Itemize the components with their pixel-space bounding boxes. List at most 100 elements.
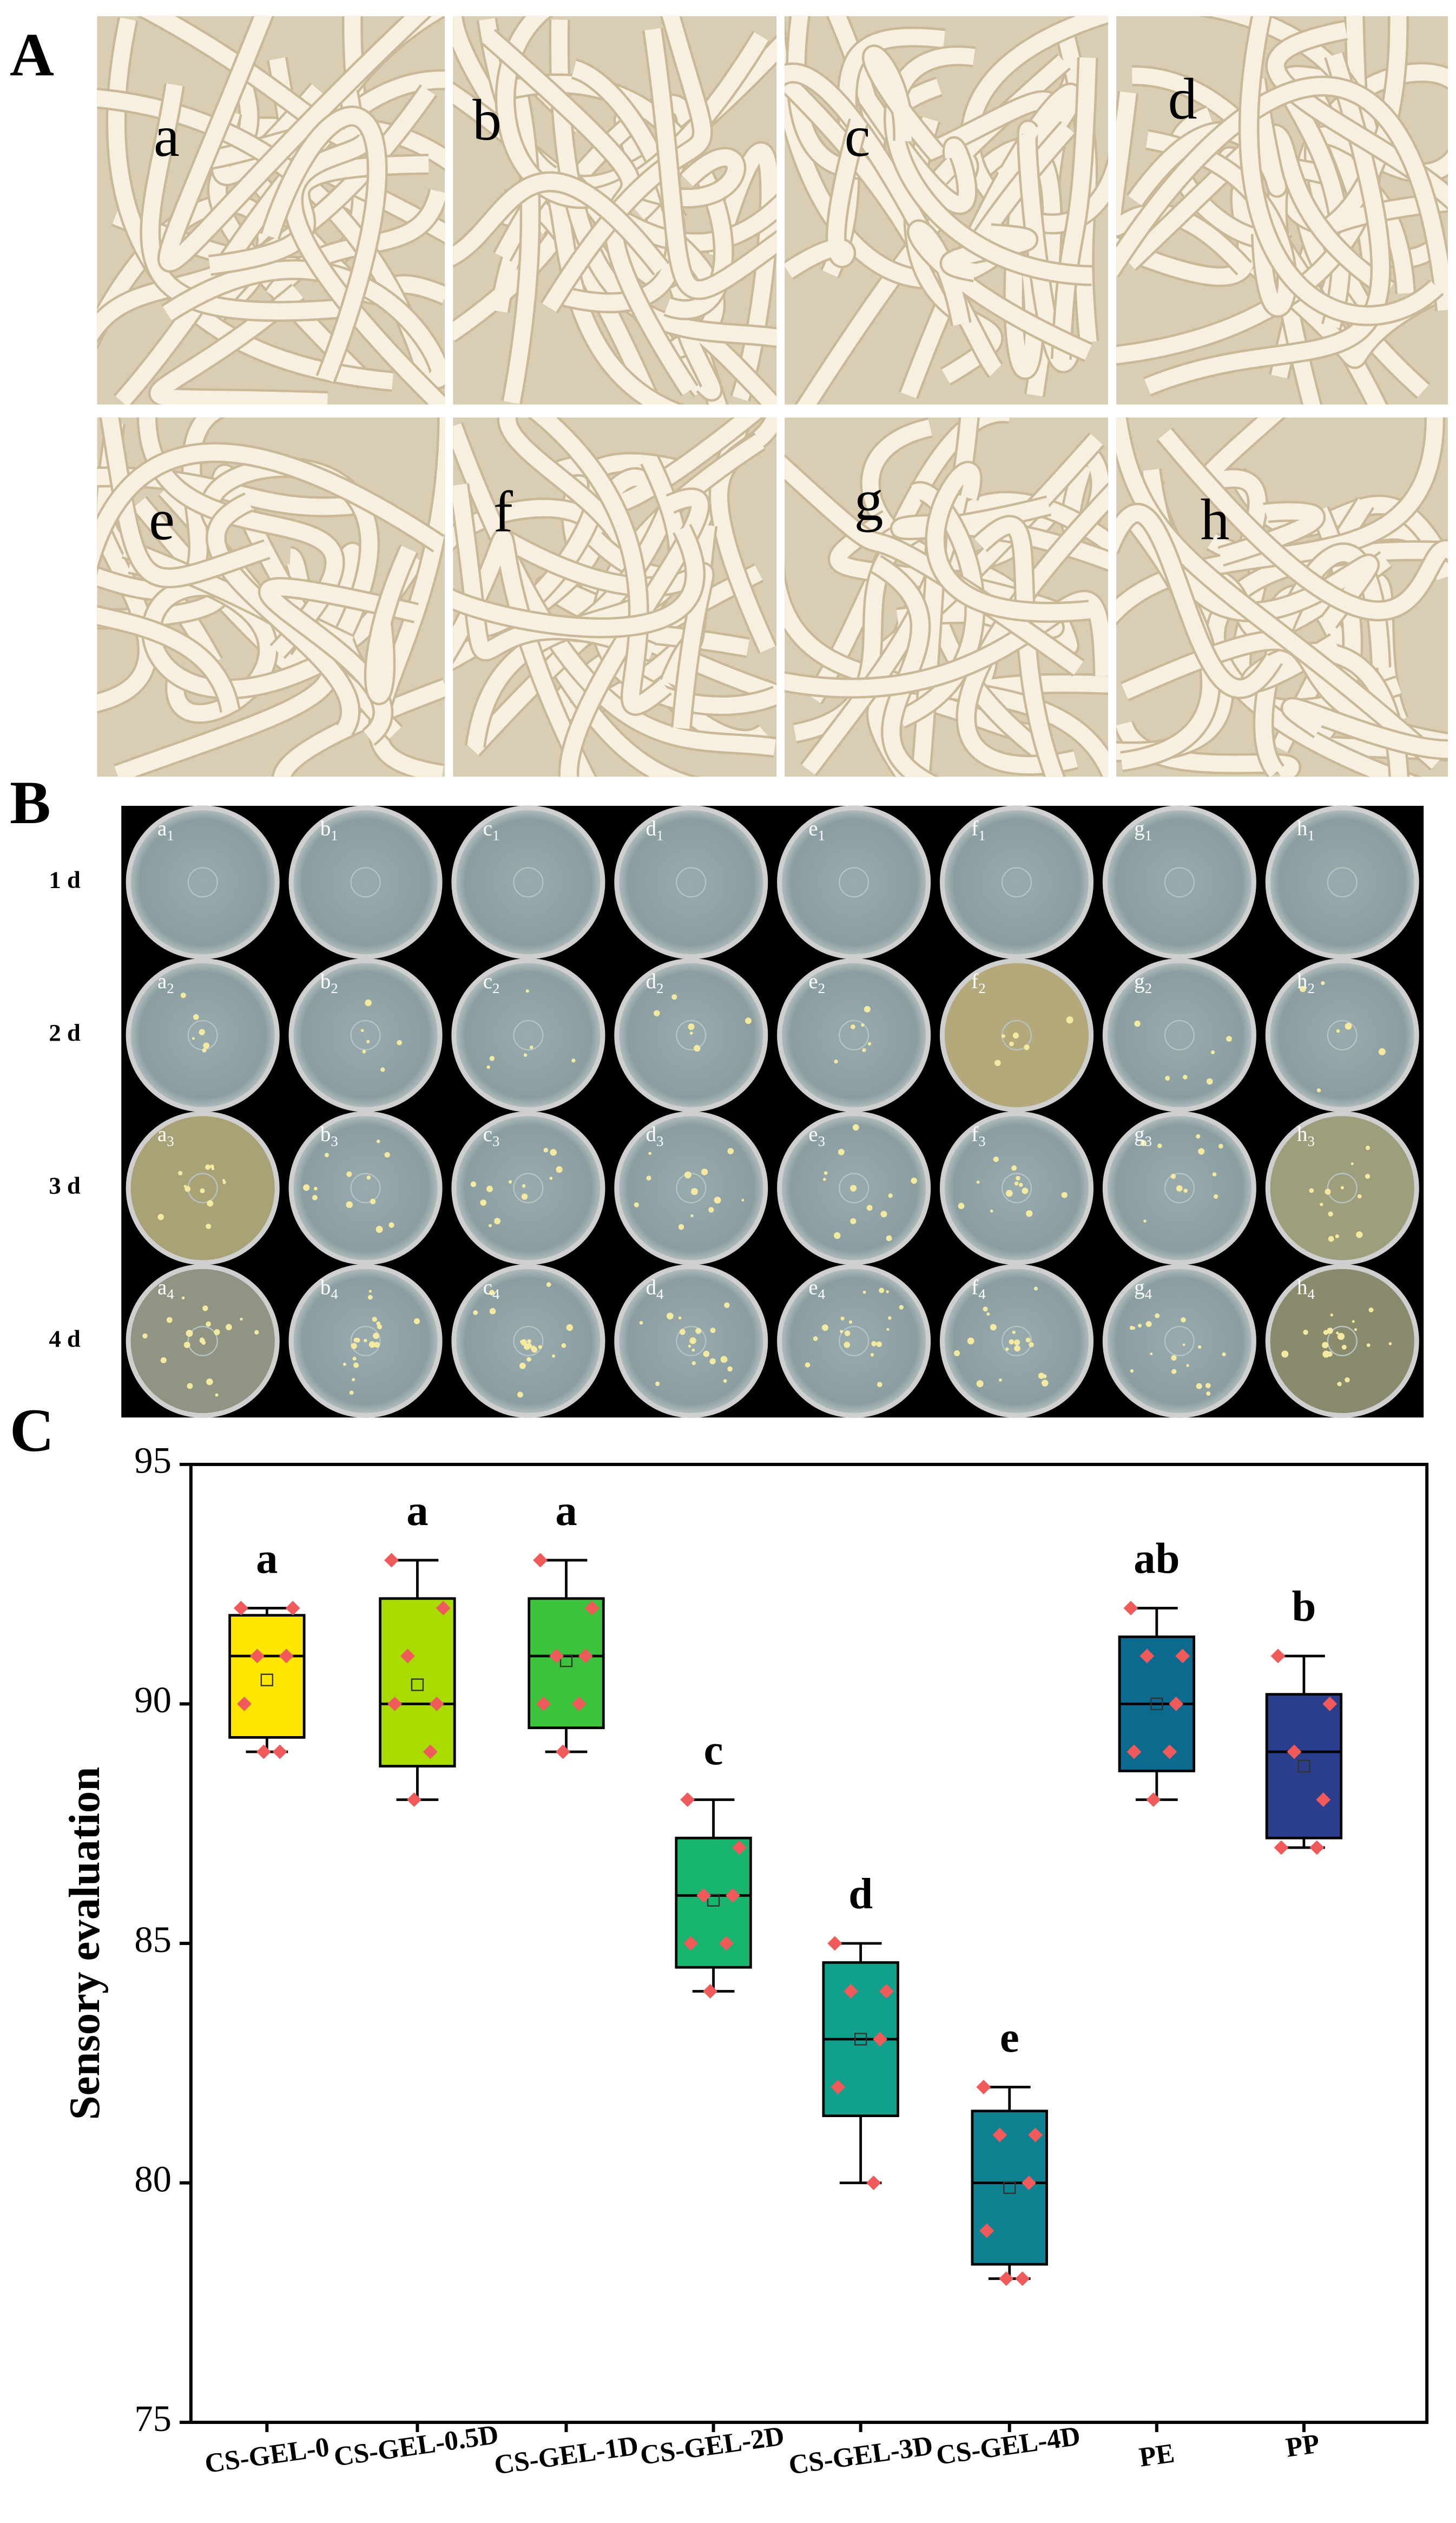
colony bbox=[367, 1295, 373, 1300]
colony bbox=[1336, 1331, 1339, 1335]
dish-center bbox=[1164, 1325, 1195, 1357]
colony bbox=[851, 1024, 855, 1029]
colony bbox=[346, 1201, 353, 1208]
colony bbox=[364, 1338, 367, 1343]
plate-letter: b bbox=[320, 970, 331, 993]
colony bbox=[848, 1320, 853, 1324]
colony bbox=[691, 1341, 695, 1344]
colony bbox=[1218, 1144, 1223, 1149]
plate-sub: 4 bbox=[1145, 1286, 1152, 1302]
significance-letter: c bbox=[704, 1726, 723, 1774]
colony bbox=[1145, 1321, 1152, 1328]
colony bbox=[679, 1329, 686, 1335]
colony bbox=[745, 1017, 752, 1024]
colony bbox=[714, 1197, 721, 1204]
colony bbox=[1337, 1382, 1342, 1387]
noodle bbox=[102, 417, 270, 586]
colony bbox=[1388, 1342, 1392, 1345]
significance-letter: a bbox=[256, 1534, 278, 1582]
data-point bbox=[1028, 2127, 1043, 2143]
colony bbox=[867, 1042, 872, 1046]
noodle bbox=[678, 319, 777, 405]
petri-dish bbox=[777, 805, 931, 960]
colony bbox=[888, 1193, 893, 1198]
colony bbox=[1226, 1036, 1232, 1042]
x-tick-label: PP bbox=[1284, 2428, 1321, 2463]
mean bbox=[707, 1894, 720, 1907]
colony bbox=[211, 1167, 215, 1171]
colony bbox=[303, 1184, 310, 1191]
dish-center bbox=[350, 1173, 381, 1204]
petri-dish bbox=[126, 805, 280, 960]
colony bbox=[360, 1029, 364, 1032]
data-point bbox=[1274, 1840, 1289, 1855]
noodle bbox=[531, 417, 670, 714]
colony bbox=[366, 1175, 371, 1180]
colony bbox=[185, 1186, 191, 1192]
panel-label: A bbox=[10, 21, 54, 89]
colony bbox=[654, 1010, 660, 1016]
colony bbox=[522, 1184, 526, 1188]
data-point bbox=[979, 2223, 994, 2238]
petri-dish bbox=[614, 958, 768, 1112]
mean bbox=[854, 2033, 867, 2046]
noodle bbox=[1144, 52, 1389, 395]
data-point bbox=[406, 1792, 421, 1807]
noodle bbox=[785, 592, 1109, 697]
data-point bbox=[976, 2080, 991, 2094]
mean bbox=[1003, 2181, 1016, 2195]
petri-dish bbox=[777, 958, 931, 1112]
data-point bbox=[423, 1744, 438, 1759]
plate-sub: 3 bbox=[818, 1133, 825, 1149]
colony bbox=[954, 1350, 960, 1356]
colony bbox=[178, 1171, 183, 1175]
plate-label: e1 bbox=[808, 817, 825, 844]
colony bbox=[397, 1040, 403, 1046]
plate-label: h1 bbox=[1297, 817, 1315, 844]
colony bbox=[203, 1042, 210, 1049]
plate-label: e3 bbox=[808, 1123, 825, 1149]
plate-label: a3 bbox=[157, 1123, 174, 1149]
colony bbox=[708, 1207, 714, 1213]
panel-label: C bbox=[10, 1396, 54, 1464]
dish-center bbox=[513, 867, 544, 898]
colony bbox=[313, 1186, 318, 1191]
colony bbox=[1182, 1343, 1185, 1346]
data-point bbox=[533, 1553, 548, 1568]
plate-letter: h bbox=[1297, 817, 1307, 840]
colony bbox=[193, 1014, 199, 1020]
data-point bbox=[549, 1648, 564, 1664]
plate-sub: 3 bbox=[492, 1133, 499, 1149]
colony bbox=[871, 1341, 877, 1346]
colony bbox=[312, 1195, 318, 1200]
data-point bbox=[1015, 2271, 1030, 2286]
colony bbox=[870, 1353, 874, 1357]
colony bbox=[886, 1328, 890, 1331]
colony bbox=[1011, 1165, 1017, 1171]
data-point bbox=[571, 1697, 587, 1711]
colony bbox=[1327, 1328, 1333, 1334]
colony bbox=[678, 1316, 682, 1320]
noodle bbox=[453, 500, 604, 669]
colony bbox=[834, 1059, 838, 1064]
plate-letter: f bbox=[971, 817, 978, 840]
colony bbox=[1214, 1194, 1218, 1199]
row-label: 3 d bbox=[49, 1172, 81, 1199]
panel-label: B bbox=[10, 768, 51, 837]
colony bbox=[517, 1391, 523, 1398]
colony bbox=[571, 1059, 576, 1063]
colony bbox=[543, 1147, 549, 1153]
colony bbox=[1327, 1351, 1333, 1357]
box bbox=[379, 1597, 456, 1768]
colony bbox=[838, 1148, 845, 1155]
colony bbox=[1025, 1337, 1031, 1343]
colony bbox=[976, 1180, 980, 1184]
colony bbox=[561, 1343, 566, 1348]
noodle bbox=[262, 108, 386, 382]
y-tick-label: 75 bbox=[134, 2398, 172, 2439]
noodle bbox=[1053, 57, 1096, 360]
colony bbox=[566, 1324, 574, 1331]
noodle bbox=[1116, 505, 1281, 697]
dish-center bbox=[839, 1325, 869, 1357]
data-point bbox=[279, 1648, 294, 1664]
